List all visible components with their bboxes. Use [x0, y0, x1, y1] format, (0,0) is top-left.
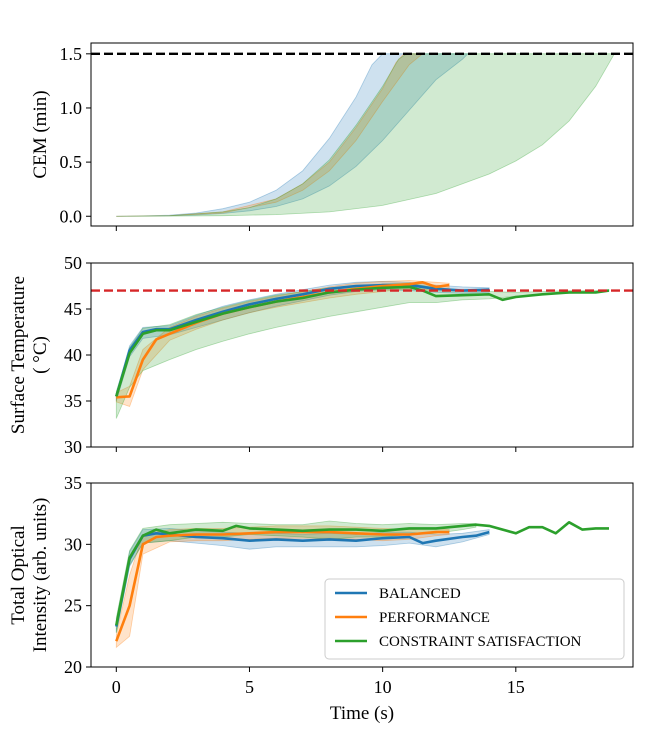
y-tick-label: 45: [64, 299, 82, 319]
y-tick-label: 50: [64, 253, 82, 273]
y-axis-label-line: Intensity (arb. units): [30, 498, 51, 653]
x-tick-label: 5: [245, 677, 254, 697]
y-axis-label-line: CEM (min): [30, 90, 51, 178]
y-tick-label: 40: [64, 345, 82, 365]
series-line-constraint-satisfaction: [115, 285, 610, 397]
x-tick-label: 0: [112, 677, 121, 697]
y-axis-label-line: Surface Temperature: [8, 276, 29, 434]
y-axis-label-line: ( °C): [30, 336, 51, 374]
y-tick-label: 0.5: [60, 152, 83, 172]
y-tick-label: 1.0: [60, 98, 83, 118]
x-axis-label: Time (s): [330, 703, 394, 724]
panel-2: 30 35 40 45 50 Surface Temperature( °C): [8, 253, 634, 457]
series-line-performance: [115, 530, 450, 642]
y-axis-label: Surface Temperature( °C): [8, 276, 51, 434]
y-axis-label: CEM (min): [30, 90, 51, 178]
y-axis-label: Total OpticalIntensity (arb. units): [8, 498, 51, 653]
legend-label-balanced: BALANCED: [379, 586, 461, 602]
legend-label-constraint-satisfaction: CONSTRAINT SATISFACTION: [379, 634, 582, 650]
panel-3: 20 25 30 35 0 5 10 15 Total OpticalIntensity (ar…: [8, 473, 634, 724]
y-tick-label: 20: [64, 657, 82, 677]
y-tick-label: 30: [64, 437, 82, 457]
band-constraint-satisfaction: [115, 282, 610, 419]
band-performance: [115, 280, 450, 408]
band-balanced: [116, 53, 469, 217]
band-balanced: [115, 280, 490, 402]
band-performance: [116, 53, 424, 217]
x-tick-label: 15: [507, 677, 525, 697]
y-tick-label: 1.5: [60, 44, 83, 64]
y-axis-label-line: Total Optical: [8, 525, 29, 624]
legend-label-performance: PERFORMANCE: [379, 610, 490, 626]
legend: BALANCED PERFORMANCE CONSTRAINT SATISFACTI…: [324, 578, 625, 660]
axes-frame: [90, 482, 634, 668]
band-performance: [115, 525, 450, 649]
x-tick-label: 10: [374, 677, 392, 697]
legend-box: [324, 578, 625, 660]
panel-1: 0.0 0.5 1.0 1.5 CEM (min): [30, 42, 634, 231]
y-tick-label: 25: [64, 596, 82, 616]
y-tick-label: 0.0: [60, 206, 83, 226]
y-tick-label: 30: [64, 534, 82, 554]
y-tick-label: 35: [64, 473, 82, 493]
axes-frame: [90, 42, 634, 227]
band-constraint-satisfaction: [116, 53, 616, 217]
series-line-balanced: [115, 530, 490, 627]
y-tick-label: 35: [64, 391, 82, 411]
series-line-constraint-satisfaction: [115, 520, 609, 626]
